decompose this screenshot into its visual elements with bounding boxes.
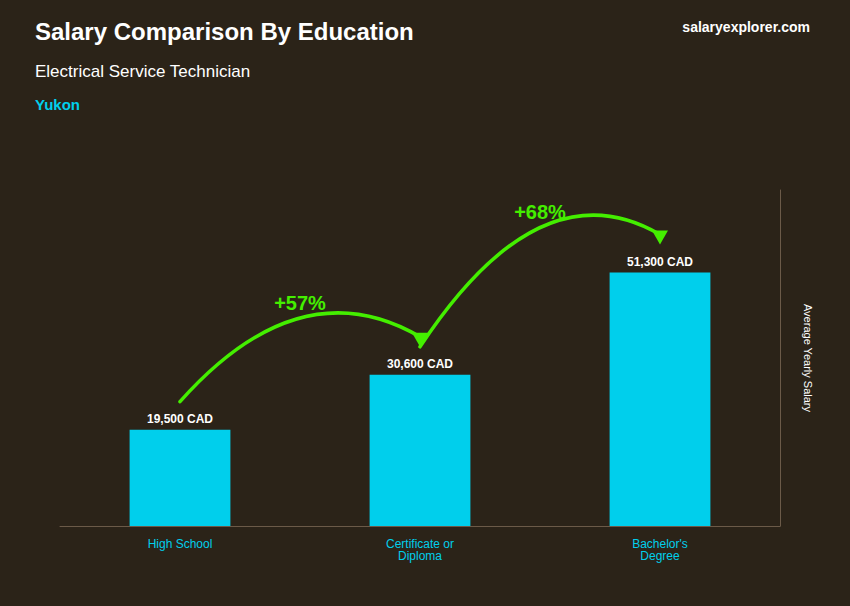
svg-text:Diploma: Diploma <box>398 549 442 563</box>
svg-text:+57%: +57% <box>274 292 326 314</box>
svg-text:+68%: +68% <box>514 201 566 223</box>
svg-text:Degree: Degree <box>640 549 680 563</box>
svg-text:High School: High School <box>148 537 213 551</box>
svg-text:salaryexplorer.com: salaryexplorer.com <box>682 19 810 35</box>
svg-text:Electrical Service Technician: Electrical Service Technician <box>35 62 250 81</box>
svg-text:19,500 CAD: 19,500 CAD <box>147 412 213 426</box>
svg-text:Certificate or: Certificate or <box>386 537 454 551</box>
svg-text:51,300 CAD: 51,300 CAD <box>627 255 693 269</box>
svg-text:Yukon: Yukon <box>35 96 80 113</box>
svg-text:Average Yearly Salary: Average Yearly Salary <box>802 304 814 413</box>
svg-text:Salary Comparison By Education: Salary Comparison By Education <box>35 18 414 45</box>
svg-text:Bachelor's: Bachelor's <box>632 537 688 551</box>
svg-text:30,600 CAD: 30,600 CAD <box>387 357 453 371</box>
